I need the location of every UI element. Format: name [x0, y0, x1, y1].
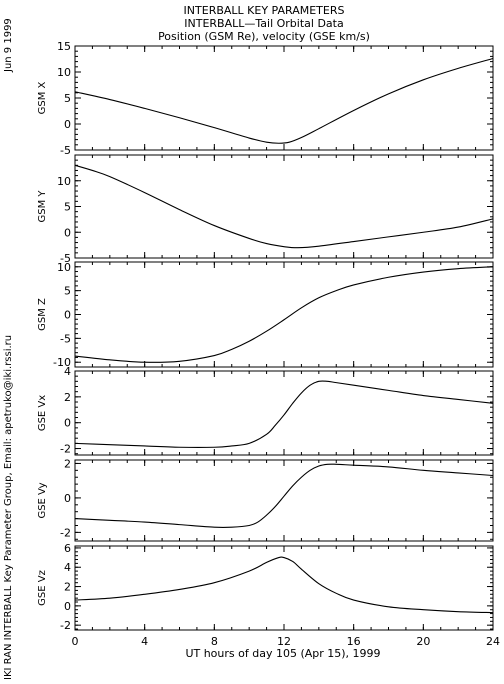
y-tick-label: 5	[64, 201, 71, 214]
y-axis-label: GSM X	[37, 81, 48, 114]
y-tick-label: 5	[64, 285, 71, 298]
panel-2: -5 0 5 10 GSM Y	[37, 154, 494, 265]
panel-1: -5 0 5 10 15 GSM X	[37, 40, 494, 157]
x-tick-label: 0	[72, 635, 79, 648]
series-line-gse-vy	[74, 463, 494, 529]
y-tick-label: 10	[57, 261, 71, 274]
y-tick-label: 0	[64, 492, 71, 505]
y-tick-label: -2	[60, 443, 71, 456]
y-tick-label: 4	[64, 365, 71, 378]
panel-5: -2 0 2 GSE Vy	[37, 457, 494, 542]
y-tick-label: 6	[64, 542, 71, 555]
panels-group: -5 0 5 10 15 GSM X -5 0 5 10 GSM Y -10 -5 0 5 10 GSM Z -2…	[37, 40, 500, 648]
panel-frame	[74, 545, 494, 631]
y-tick-label: 0	[64, 118, 71, 131]
y-tick-label: -10	[53, 356, 71, 369]
panel-frame	[74, 370, 494, 456]
series-line-gse-vz	[74, 556, 494, 614]
series-line-gsm-y	[74, 164, 494, 249]
y-tick-label: 2	[64, 457, 71, 470]
y-tick-label: 2	[64, 581, 71, 594]
x-tick-label: 24	[486, 635, 500, 648]
x-axis-label: UT hours of day 105 (Apr 15), 1999	[185, 647, 380, 660]
x-tick-label: 16	[347, 635, 361, 648]
y-tick-label: 0	[64, 226, 71, 239]
series-line-gsm-x	[74, 57, 494, 144]
x-tick-label: 12	[277, 635, 291, 648]
y-tick-label: 15	[57, 40, 71, 53]
y-tick-label: -5	[60, 332, 71, 345]
panel-frame	[74, 154, 494, 259]
panel-3: -10 -5 0 5 10 GSM Z	[37, 261, 494, 369]
panel-frame	[74, 459, 494, 542]
y-tick-label: 4	[64, 561, 71, 574]
y-tick-label: -5	[60, 144, 71, 157]
x-tick-label: 20	[416, 635, 430, 648]
y-tick-label: 0	[64, 309, 71, 322]
credit-label: IKI RAN INTERBALL Key Parameter Group, E…	[3, 335, 14, 680]
y-tick-label: -2	[60, 526, 71, 539]
y-tick-label: 0	[64, 417, 71, 430]
y-tick-label: -5	[60, 252, 71, 265]
panel-frame	[74, 261, 494, 368]
y-tick-label: 5	[64, 92, 71, 105]
y-tick-label: -2	[60, 619, 71, 632]
chart-title-line-3: Position (GSM Re), velocity (GSE km/s)	[158, 30, 370, 43]
y-axis-label: GSM Z	[37, 298, 48, 331]
y-tick-label: 0	[64, 600, 71, 613]
y-axis-label: GSE Vy	[37, 482, 48, 518]
panel-frame	[74, 45, 494, 151]
series-line-gsm-z	[74, 266, 494, 363]
y-tick-label: 10	[57, 66, 71, 79]
x-tick-label: 8	[211, 635, 218, 648]
x-tick-label: 4	[141, 635, 148, 648]
panel-4: -2 0 2 4 GSE Vx	[37, 365, 494, 456]
series-line-gse-vx	[74, 380, 494, 448]
y-axis-label: GSM Y	[37, 190, 48, 223]
date-label: Jun 9 1999	[3, 18, 14, 73]
y-tick-label: 2	[64, 391, 71, 404]
chart-title-line-1: INTERBALL KEY PARAMETERS	[184, 4, 345, 17]
y-axis-label: GSE Vz	[37, 570, 48, 606]
y-tick-label: 10	[57, 175, 71, 188]
chart-title-line-2: INTERBALL—Tail Orbital Data	[184, 17, 343, 30]
y-axis-label: GSE Vx	[37, 395, 48, 431]
